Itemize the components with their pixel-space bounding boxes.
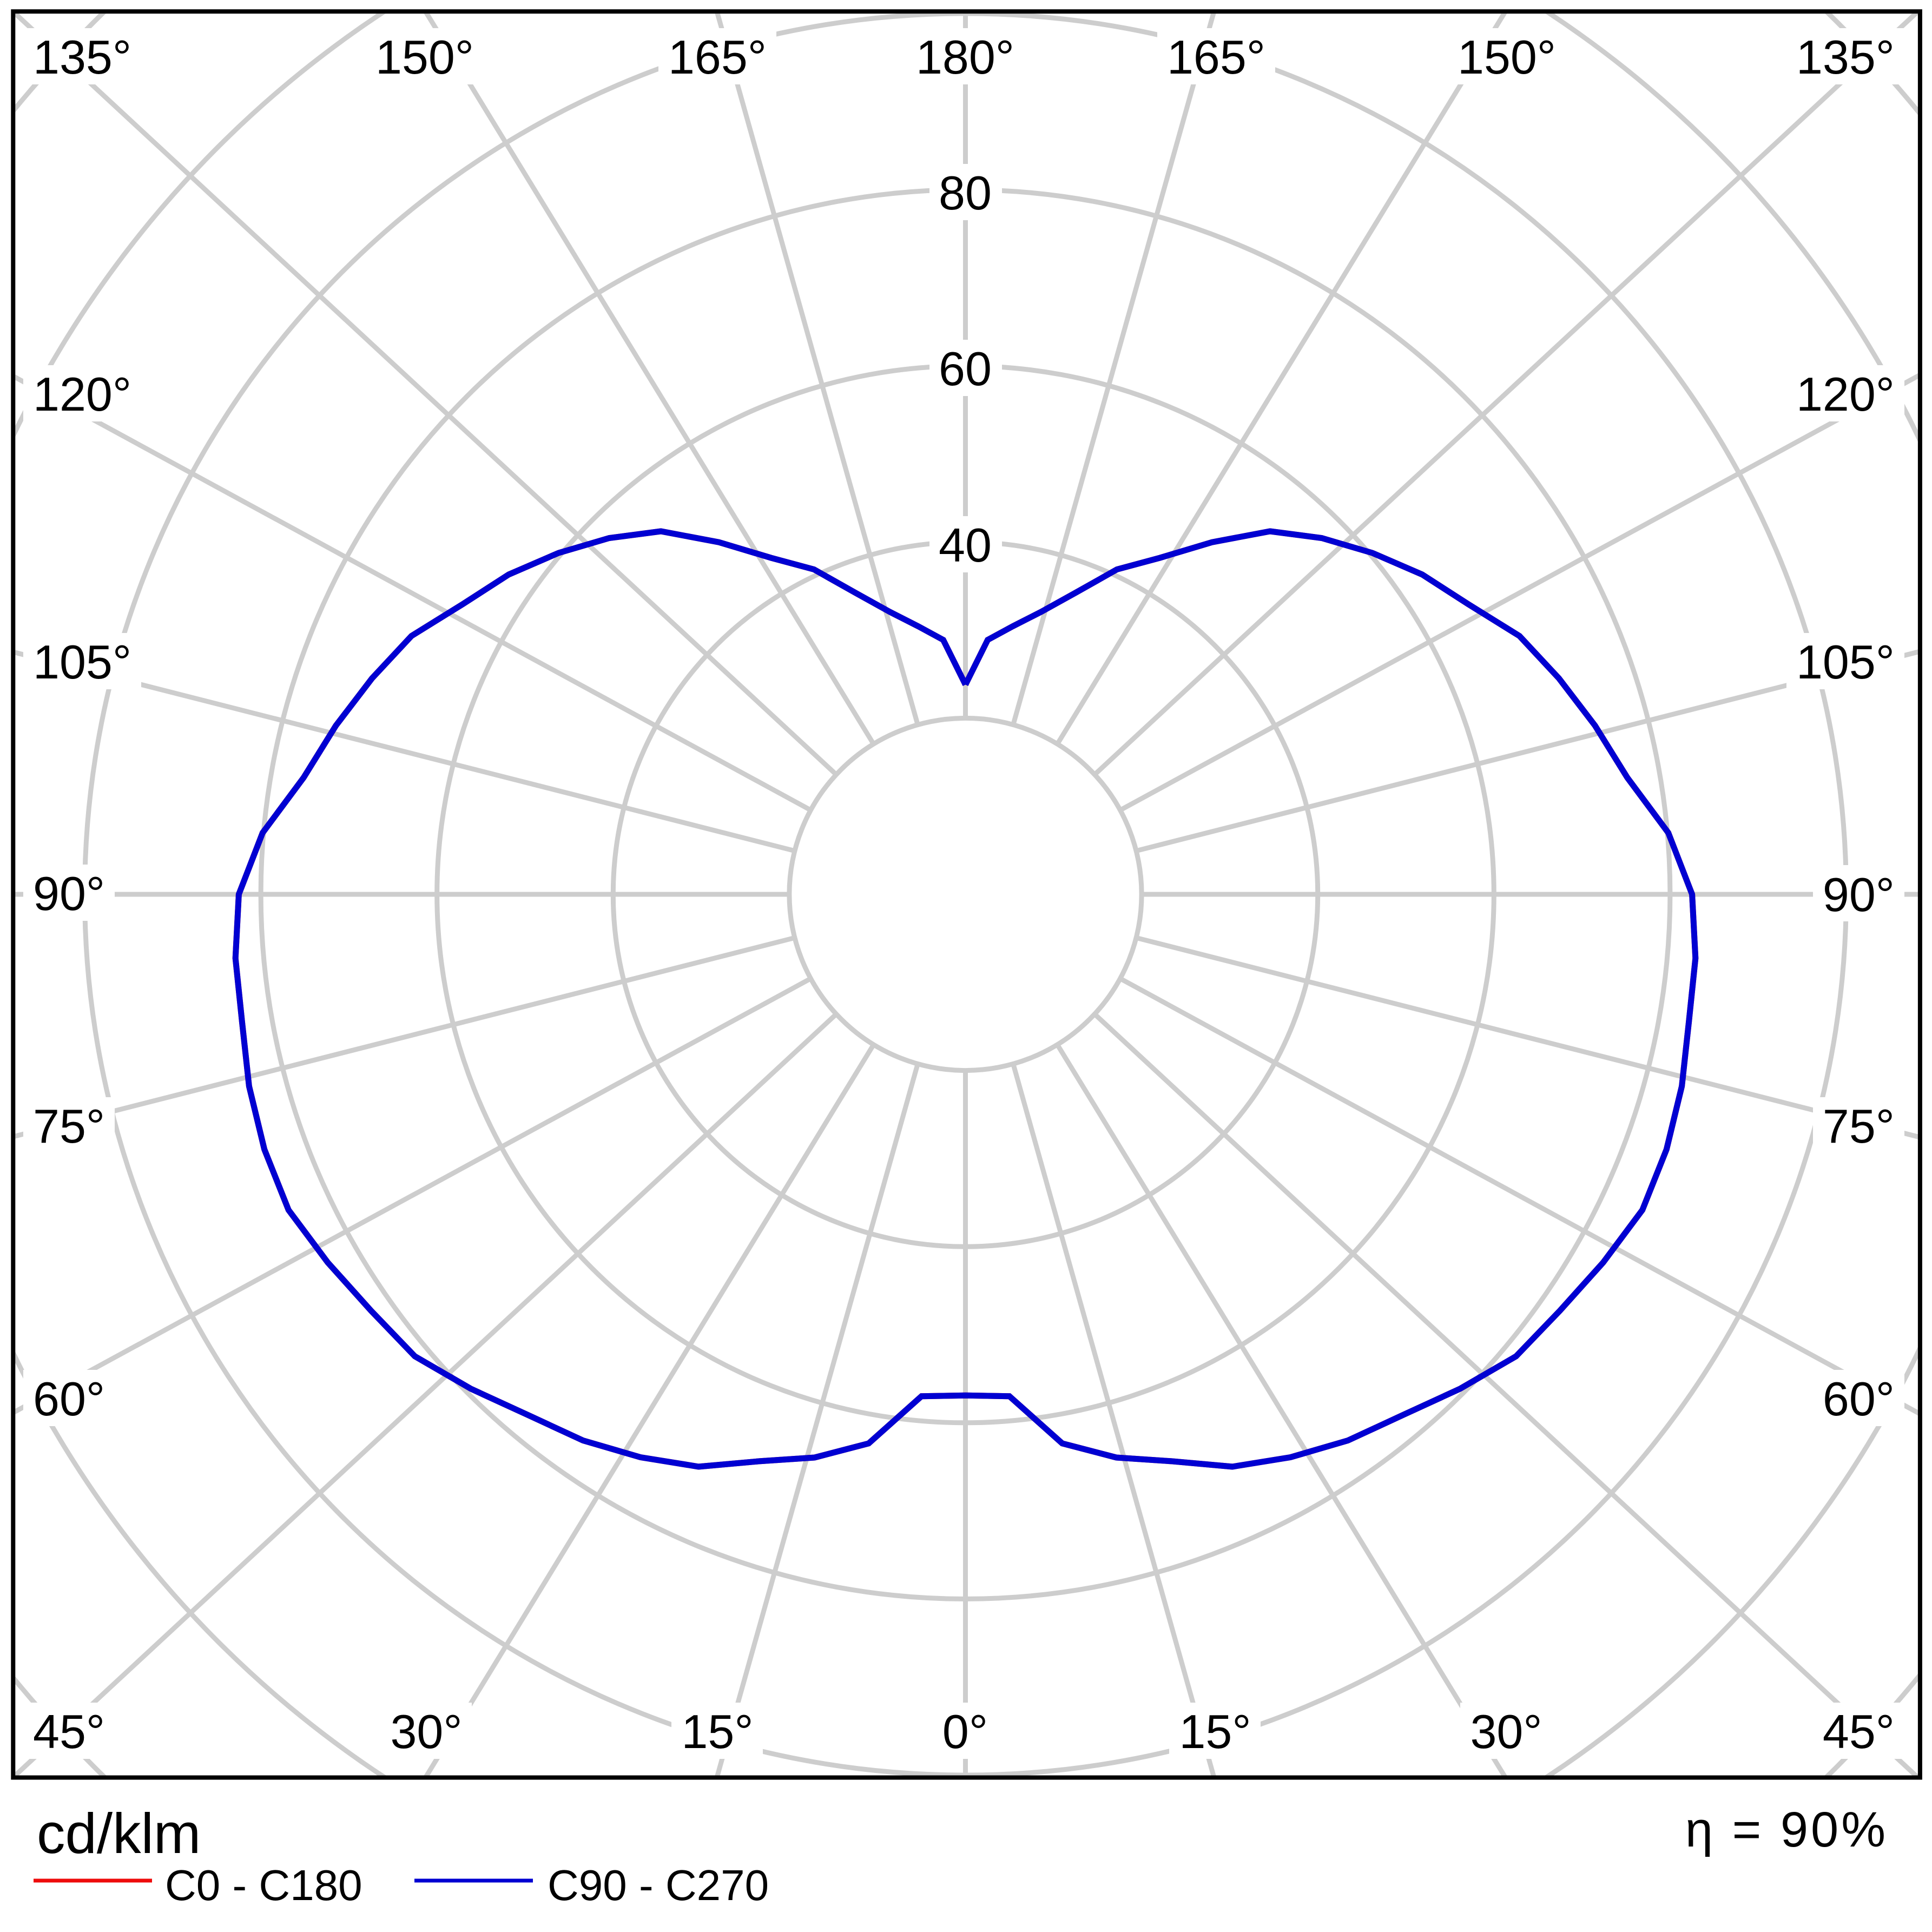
svg-text:165°: 165° xyxy=(1167,30,1265,84)
svg-text:40: 40 xyxy=(939,518,992,572)
svg-text:15°: 15° xyxy=(1179,1705,1251,1758)
svg-text:105°: 105° xyxy=(1796,635,1895,689)
svg-text:80: 80 xyxy=(939,166,992,220)
svg-text:15°: 15° xyxy=(681,1705,753,1758)
svg-text:75°: 75° xyxy=(33,1099,105,1153)
svg-text:180°: 180° xyxy=(916,30,1014,84)
svg-text:60°: 60° xyxy=(1823,1372,1895,1426)
svg-text:cd/klm: cd/klm xyxy=(37,1802,201,1865)
svg-text:120°: 120° xyxy=(1796,367,1895,421)
svg-text:150°: 150° xyxy=(1458,30,1556,84)
svg-text:45°: 45° xyxy=(33,1705,105,1758)
svg-text:60°: 60° xyxy=(33,1372,105,1426)
svg-text:90°: 90° xyxy=(1823,868,1895,921)
svg-text:η = 90%: η = 90% xyxy=(1685,1802,1888,1857)
svg-text:C0 - C180: C0 - C180 xyxy=(165,1861,362,1909)
svg-text:30°: 30° xyxy=(390,1705,462,1758)
svg-text:30°: 30° xyxy=(1470,1705,1542,1758)
svg-text:90°: 90° xyxy=(33,867,105,920)
svg-text:105°: 105° xyxy=(33,635,131,689)
svg-text:60: 60 xyxy=(939,342,992,395)
svg-text:0°: 0° xyxy=(942,1705,988,1758)
svg-text:150°: 150° xyxy=(375,30,474,84)
svg-text:135°: 135° xyxy=(33,30,131,84)
svg-text:45°: 45° xyxy=(1823,1705,1895,1758)
svg-text:C90 - C270: C90 - C270 xyxy=(548,1861,769,1909)
svg-text:120°: 120° xyxy=(33,367,131,421)
svg-text:165°: 165° xyxy=(668,30,767,84)
svg-text:75°: 75° xyxy=(1823,1099,1895,1153)
svg-text:135°: 135° xyxy=(1796,30,1895,84)
